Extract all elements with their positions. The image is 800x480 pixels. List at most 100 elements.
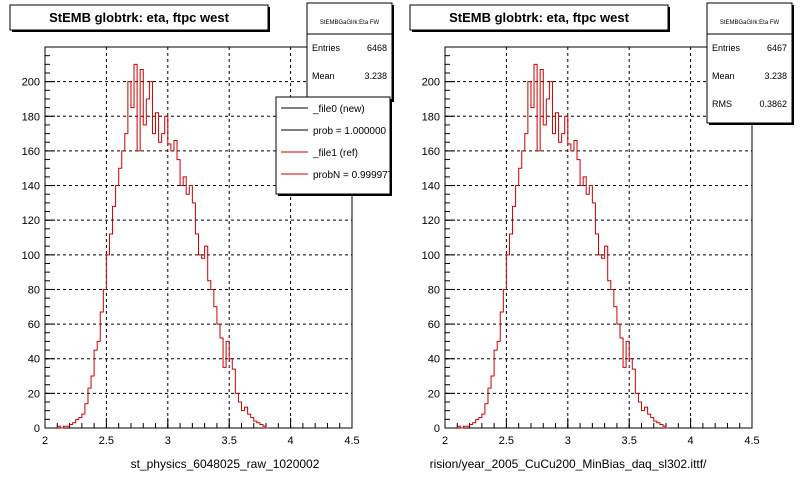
histogram-bin [177, 160, 180, 428]
histogram-bin [165, 116, 168, 428]
x-tick-label: 2 [442, 435, 448, 447]
stats-label: Entries [312, 43, 341, 53]
histogram-bin [162, 134, 165, 428]
y-tick-label: 100 [22, 250, 40, 262]
histogram-bin [189, 186, 192, 428]
histogram-bin [119, 168, 122, 428]
y-tick-label: 60 [28, 319, 40, 331]
stats-value: 3.238 [364, 71, 387, 81]
histogram-bin [116, 186, 119, 428]
histogram-bin [614, 307, 617, 428]
histogram-bin [202, 258, 205, 428]
histogram-bin [522, 151, 525, 428]
histogram-bin [156, 113, 159, 428]
histogram-bin [574, 141, 577, 428]
histogram-bin [195, 234, 198, 428]
histogram-bin [152, 134, 155, 428]
histogram-bin [217, 324, 220, 428]
histogram-bin [113, 206, 116, 428]
histogram-bin [577, 160, 580, 428]
histogram-bin [497, 341, 500, 428]
histogram-bin [513, 206, 516, 428]
stats-label: Mean [312, 71, 335, 81]
histogram-bin [509, 234, 512, 428]
histogram-bin [592, 203, 595, 428]
chart-title: StEMB globtrk: eta, ftpc west [449, 10, 630, 25]
histogram-series-line [56, 63, 270, 429]
legend-label: probN = 0.999977 [313, 170, 394, 181]
x-tick-label: 4.5 [744, 435, 759, 447]
histogram-bin [546, 99, 549, 428]
histogram-bin [531, 108, 534, 428]
x-tick-label: 2.5 [499, 435, 514, 447]
histogram-bin [537, 151, 540, 428]
stats-name: StEMBGaGlrk:Eta FW [320, 20, 380, 26]
y-tick-label: 40 [428, 354, 440, 366]
y-tick-label: 20 [28, 388, 40, 400]
histogram-bin [137, 151, 140, 428]
histogram-bin [223, 367, 226, 428]
y-tick-label: 40 [28, 354, 40, 366]
y-tick-label: 120 [422, 215, 440, 227]
y-tick-label: 80 [428, 284, 440, 296]
histogram-bin [109, 234, 112, 428]
stats-label: Entries [712, 43, 741, 53]
histogram-bin [171, 151, 174, 428]
y-tick-label: 200 [422, 77, 440, 89]
title-box [9, 4, 269, 31]
histogram-bin [583, 177, 586, 428]
histogram-bin [589, 186, 592, 428]
stats-box [706, 2, 793, 124]
stats-value: 6468 [367, 43, 387, 53]
x-tick-label: 3 [165, 435, 171, 447]
histogram-bin [241, 411, 244, 428]
chart-title: StEMB globtrk: eta, ftpc west [49, 10, 230, 25]
y-tick-label: 80 [28, 284, 40, 296]
chart-panel-0: 2 2.5 3 3.5 4 4.5 0 20 40 60 80 100 120 140 160 180 200 S… [9, 2, 394, 471]
stats-label: Mean [712, 71, 735, 81]
histogram-bin [186, 194, 189, 428]
histogram-bin [595, 234, 598, 428]
x-axis-label: st_physics_6048025_raw_1020002 [131, 457, 320, 471]
title-box [409, 4, 669, 31]
histogram-bin [519, 168, 522, 428]
histogram-bin [565, 116, 568, 428]
y-tick-label: 0 [434, 423, 440, 435]
histogram-bin [211, 289, 214, 428]
histogram-bin [199, 255, 202, 428]
histogram-bin [602, 258, 605, 428]
y-tick-label: 140 [22, 181, 40, 193]
histogram-bin [208, 281, 211, 428]
histogram-bin [580, 186, 583, 428]
histogram-bin [552, 134, 555, 428]
x-tick-label: 3.5 [622, 435, 637, 447]
y-tick-label: 180 [22, 111, 40, 123]
legend-label: prob = 1.000000 [313, 126, 387, 137]
histogram-bin [97, 341, 100, 428]
stats-value: 3.238 [764, 71, 787, 81]
y-tick-label: 200 [22, 77, 40, 89]
chart-panel-1: 2 2.5 3 3.5 4 4.5 0 20 40 60 80 100 120 140 160 180 200 S… [409, 2, 794, 471]
histogram-bin [122, 151, 125, 428]
x-tick-label: 3 [565, 435, 571, 447]
histogram-bin [559, 142, 562, 428]
y-tick-label: 20 [428, 388, 440, 400]
x-tick-label: 4 [688, 435, 694, 447]
x-tick-label: 4 [288, 435, 294, 447]
histogram-bin [568, 144, 571, 428]
y-tick-label: 60 [428, 319, 440, 331]
histogram-bin [599, 255, 602, 428]
x-tick-label: 4.5 [344, 435, 359, 447]
y-tick-label: 160 [422, 146, 440, 158]
legend-box [275, 96, 391, 195]
y-tick-label: 140 [422, 181, 440, 193]
histogram-bin [174, 141, 177, 428]
stats-value: 6467 [767, 43, 787, 53]
histogram-bin [641, 411, 644, 428]
legend-label: _file0 (new) [312, 104, 365, 115]
histogram-bin [131, 108, 134, 428]
x-tick-label: 2.5 [99, 435, 114, 447]
histogram-bin [146, 99, 149, 428]
histogram-bin [214, 307, 217, 428]
